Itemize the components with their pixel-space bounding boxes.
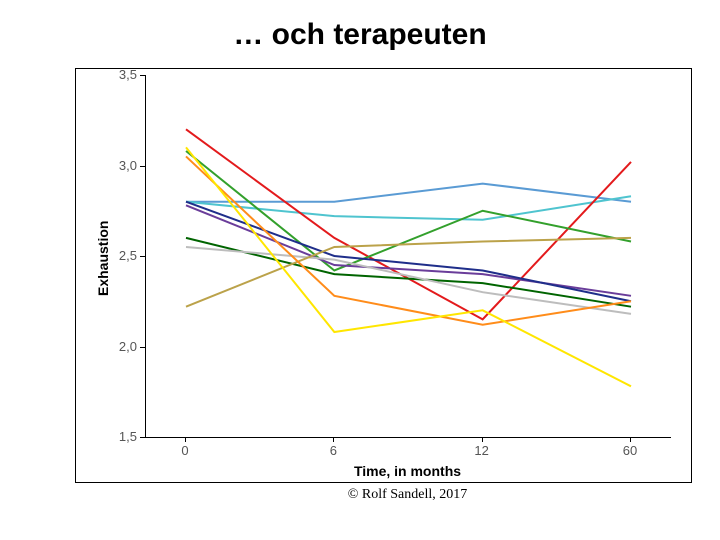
- plot-area: [145, 75, 671, 438]
- y-tick-mark: [140, 166, 145, 167]
- y-tick-label: 2,0: [119, 339, 137, 354]
- x-tick-label: 0: [173, 443, 197, 458]
- y-axis-label: Exhaustion: [95, 221, 111, 296]
- series-line: [186, 184, 631, 202]
- x-tick-mark: [185, 437, 186, 442]
- x-tick-mark: [333, 437, 334, 442]
- series-line: [186, 129, 631, 319]
- copyright-text: © Rolf Sandell, 2017: [145, 487, 670, 503]
- series-line: [186, 238, 631, 307]
- x-tick-label: 6: [321, 443, 345, 458]
- y-tick-label: 3,5: [119, 67, 137, 82]
- y-tick-mark: [140, 347, 145, 348]
- y-tick-label: 3,0: [119, 158, 137, 173]
- series-line: [186, 147, 631, 386]
- y-tick-mark: [140, 437, 145, 438]
- x-tick-mark: [482, 437, 483, 442]
- y-tick-mark: [140, 75, 145, 76]
- x-axis-label: Time, in months: [145, 463, 670, 479]
- x-tick-label: 60: [618, 443, 642, 458]
- y-tick-mark: [140, 256, 145, 257]
- slide: … och terapeuten Exhaustion Time, in mon…: [0, 0, 720, 540]
- y-tick-label: 1,5: [119, 429, 137, 444]
- series-line: [186, 196, 631, 220]
- x-tick-mark: [630, 437, 631, 442]
- x-tick-label: 12: [470, 443, 494, 458]
- chart-lines: [146, 75, 671, 437]
- y-tick-label: 2,5: [119, 248, 137, 263]
- slide-title: … och terapeuten: [0, 18, 720, 52]
